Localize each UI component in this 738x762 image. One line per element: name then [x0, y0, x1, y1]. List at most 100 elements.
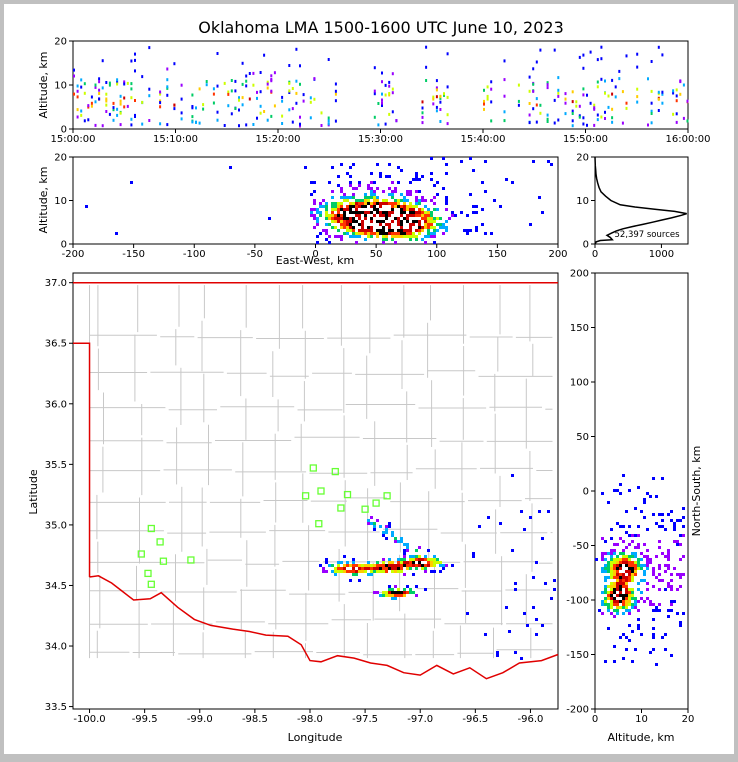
eastwest-altitude-point-70: [337, 184, 340, 187]
time-altitude-point-26: [98, 77, 101, 81]
eastwest-altitude-point-410: [406, 199, 409, 202]
altitude-histogram-xtick-label-0: 0: [592, 249, 598, 260]
eastwest-altitude-point-495: [424, 214, 427, 217]
altitude-northsouth-point-10: [601, 600, 604, 603]
time-altitude-point-61: [123, 105, 126, 109]
plan-view-point-219: [439, 570, 442, 573]
time-altitude-point-140: [238, 108, 240, 112]
time-altitude-point-90: [166, 78, 169, 82]
plan-view-point-172: [412, 555, 415, 558]
eastwest-altitude-point-209: [367, 196, 370, 199]
plan-view-point-74: [376, 570, 379, 573]
time-altitude-point-240: [391, 87, 394, 91]
altitude-northsouth-point-211: [631, 564, 634, 567]
eastwest-altitude-point-369: [397, 205, 400, 208]
altitude-northsouth-point-103: [616, 591, 619, 594]
time-altitude-point-154: [252, 123, 255, 126]
altitude-northsouth-point-102: [616, 588, 619, 591]
plan-view-point-51: [367, 519, 370, 522]
eastwest-altitude-point-454: [415, 196, 418, 199]
plan-view-point-11: [334, 573, 337, 576]
eastwest-altitude-point-553: [445, 202, 448, 205]
eastwest-altitude-point-299: [382, 235, 385, 238]
time-altitude-point-200: [309, 100, 312, 104]
plan-view-point-213: [433, 564, 436, 567]
altitude-northsouth-point-360: [673, 528, 676, 531]
altitude-northsouth-point-316: [658, 564, 661, 567]
eastwest-altitude-point-373: [397, 217, 400, 220]
eastwest-altitude-point-287: [382, 199, 385, 202]
time-altitude-point-149: [245, 74, 248, 78]
eastwest-altitude-point-462: [415, 223, 418, 226]
altitude-northsouth-ytick-label-4: 0: [583, 487, 589, 498]
eastwest-altitude-point-501: [424, 241, 427, 244]
plan-view-point-153: [403, 573, 406, 576]
eastwest-altitude-point-365: [397, 166, 400, 169]
time-altitude-point-332: [571, 124, 574, 128]
eastwest-altitude-point-225: [370, 187, 373, 190]
time-altitude-points: [73, 45, 689, 128]
eastwest-altitude-point-339: [391, 211, 394, 214]
plan-view-point-1: [322, 567, 325, 570]
altitude-northsouth-point-193: [628, 573, 631, 576]
altitude-northsouth-point-202: [628, 609, 631, 612]
time-altitude-point-382: [621, 121, 624, 125]
plan-view-point-245: [529, 516, 532, 519]
time-altitude-point-255: [435, 109, 438, 113]
altitude-northsouth-point-269: [643, 555, 646, 558]
plan-view-point-81: [382, 531, 385, 534]
altitude-northsouth-point-180: [625, 609, 628, 612]
eastwest-altitude-point-430: [409, 217, 412, 220]
altitude-northsouth-point-17: [604, 567, 607, 570]
plan-view-point-236: [511, 549, 514, 552]
altitude-northsouth-point-169: [625, 576, 628, 579]
altitude-northsouth-point-157: [622, 633, 625, 636]
time-altitude-point-310: [539, 103, 542, 107]
altitude-northsouth-point-152: [622, 597, 625, 600]
eastwest-altitude-point-265: [376, 214, 379, 217]
eastwest-altitude-point-0: [85, 205, 88, 208]
plan-view-ytick-label-1: 34.0: [45, 642, 67, 653]
eastwest-altitude-point-388: [400, 220, 403, 223]
time-altitude-point-344: [582, 87, 585, 91]
time-altitude-point-227: [381, 71, 383, 75]
plan-view-point-31: [352, 558, 355, 561]
altitude-northsouth-point-251: [637, 600, 640, 603]
eastwest-altitude-point-522: [430, 232, 433, 235]
eastwest-altitude-point-350: [394, 190, 397, 193]
altitude-northsouth-point-143: [622, 570, 625, 573]
eastwest-altitude-point-192: [364, 193, 367, 196]
eastwest-altitude-point-61: [334, 202, 337, 205]
altitude-northsouth-point-154: [622, 603, 625, 606]
plan-view-point-87: [382, 570, 385, 573]
eastwest-altitude-point-471: [418, 208, 421, 211]
plan-view-xtick-label-1: -99.5: [132, 714, 158, 725]
plan-view-point-184: [415, 585, 418, 588]
altitude-northsouth-point-228: [634, 552, 637, 555]
eastwest-altitude-xtick-label-6: 100: [427, 249, 446, 260]
altitude-northsouth-point-75: [613, 576, 616, 579]
altitude-northsouth-point-351: [670, 579, 673, 582]
altitude-northsouth-point-197: [628, 591, 631, 594]
plan-view-point-159: [406, 549, 409, 552]
time-altitude-point-119: [212, 87, 215, 91]
time-altitude-point-309: [539, 48, 542, 52]
altitude-northsouth-point-312: [658, 513, 661, 516]
eastwest-altitude-point-459: [415, 214, 418, 217]
eastwest-altitude-point-50: [331, 166, 334, 169]
county-boundaries: [89, 285, 553, 659]
altitude-northsouth-point-216: [631, 579, 634, 582]
plan-view-point-57: [370, 516, 373, 519]
eastwest-altitude-point-242: [373, 190, 376, 193]
altitude-northsouth-point-222: [631, 606, 634, 609]
eastwest-altitude-point-338: [391, 208, 394, 211]
eastwest-altitude-point-493: [424, 205, 427, 208]
eastwest-altitude-point-20: [316, 211, 319, 214]
eastwest-altitude-point-394: [403, 196, 406, 199]
eastwest-altitude-point-357: [394, 217, 397, 220]
eastwest-altitude-point-588: [511, 181, 514, 184]
plan-view-point-190: [418, 564, 421, 567]
plan-view-point-256: [550, 597, 553, 600]
time-altitude-point-60: [123, 82, 126, 86]
altitude-northsouth-point-55: [610, 582, 613, 585]
